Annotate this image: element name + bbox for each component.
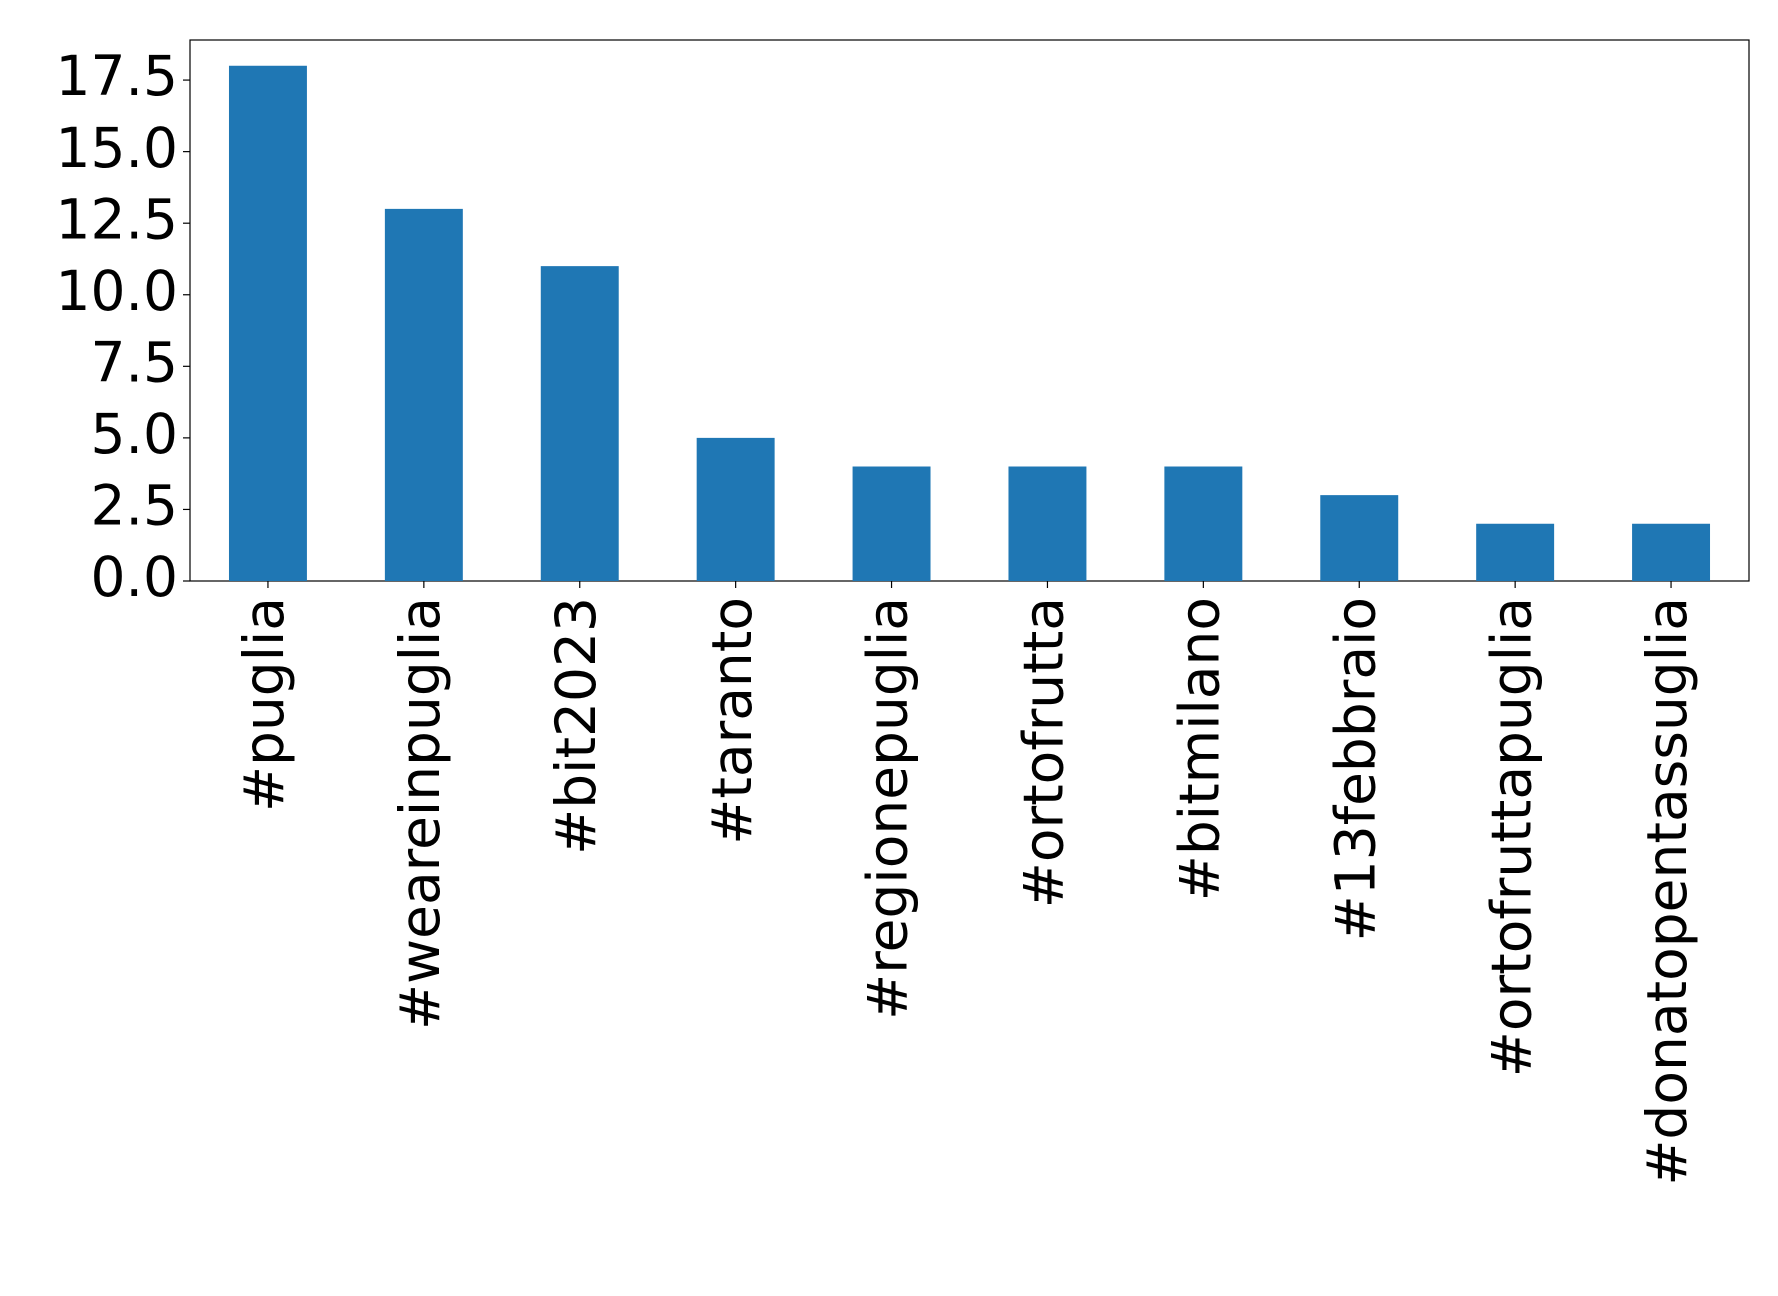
bar xyxy=(1164,466,1243,581)
y-tick-label: 5.0 xyxy=(91,402,178,466)
plot-frame xyxy=(189,39,1750,582)
bar xyxy=(1632,523,1711,581)
y-tick-label: 15.0 xyxy=(56,116,178,180)
x-tick-label: #bit2023 xyxy=(544,597,608,855)
bar xyxy=(1008,466,1087,581)
x-tick-label: #regionepuglia xyxy=(856,597,920,1020)
y-tick-label: 2.5 xyxy=(91,474,178,538)
bar xyxy=(1320,495,1399,581)
x-tick-label: #taranto xyxy=(700,597,764,845)
y-tick-label: 0.0 xyxy=(91,545,178,609)
x-tick-label: #bitmilano xyxy=(1167,597,1231,901)
bar xyxy=(228,65,307,581)
bar xyxy=(540,266,619,581)
x-tick-label: #donatopentassuglia xyxy=(1635,597,1699,1186)
y-tick-label: 10.0 xyxy=(56,259,178,323)
bar xyxy=(852,466,931,581)
x-tick-label: #ortofruttapuglia xyxy=(1479,597,1543,1077)
bar xyxy=(1476,523,1555,581)
x-tick-label: #13febbraio xyxy=(1323,597,1387,941)
x-tick-label: #ortofrutta xyxy=(1012,597,1076,908)
x-tick-label: #weareinpuglia xyxy=(388,597,452,1030)
bar xyxy=(696,437,775,581)
y-tick-label: 12.5 xyxy=(56,187,178,251)
y-tick-label: 17.5 xyxy=(56,44,178,108)
bar xyxy=(384,208,463,581)
x-tick-label: #puglia xyxy=(232,597,296,812)
y-tick-label: 7.5 xyxy=(91,330,178,394)
